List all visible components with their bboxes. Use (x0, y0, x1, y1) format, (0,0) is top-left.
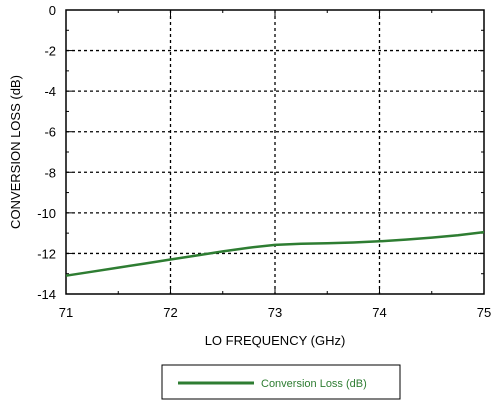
series-lines (65, 230, 485, 277)
y-tick-label-7: -14 (37, 287, 56, 302)
x-tick-label-0: 71 (59, 305, 73, 320)
y-tick-labels: 0 -2 -4 -6 -8 -10 -12 -14 (37, 3, 56, 302)
axis-ticks (65, 9, 485, 295)
x-tick-label-2: 73 (268, 305, 282, 320)
y-tick-label-1: -2 (44, 44, 56, 59)
y-axis-title: CONVERSION LOSS (dB) (8, 75, 23, 229)
legend-label: Conversion Loss (dB) (261, 378, 367, 390)
x-tick-labels: 71 72 73 74 75 (59, 305, 491, 320)
y-tick-label-0: 0 (49, 3, 56, 18)
x-tick-label-3: 74 (372, 305, 386, 320)
series-line-0 (65, 230, 485, 277)
y-tick-label-3: -6 (44, 125, 56, 140)
y-tick-label-5: -10 (37, 206, 56, 221)
y-tick-label-6: -12 (37, 246, 56, 261)
y-tick-label-4: -8 (44, 165, 56, 180)
grid-lines (66, 10, 484, 294)
y-tick-label-2: -4 (44, 84, 56, 99)
x-tick-label-1: 72 (163, 305, 177, 320)
x-tick-label-4: 75 (477, 305, 491, 320)
x-axis-title: LO FREQUENCY (GHz) (205, 333, 346, 348)
legend: Conversion Loss (dB) (161, 364, 401, 400)
